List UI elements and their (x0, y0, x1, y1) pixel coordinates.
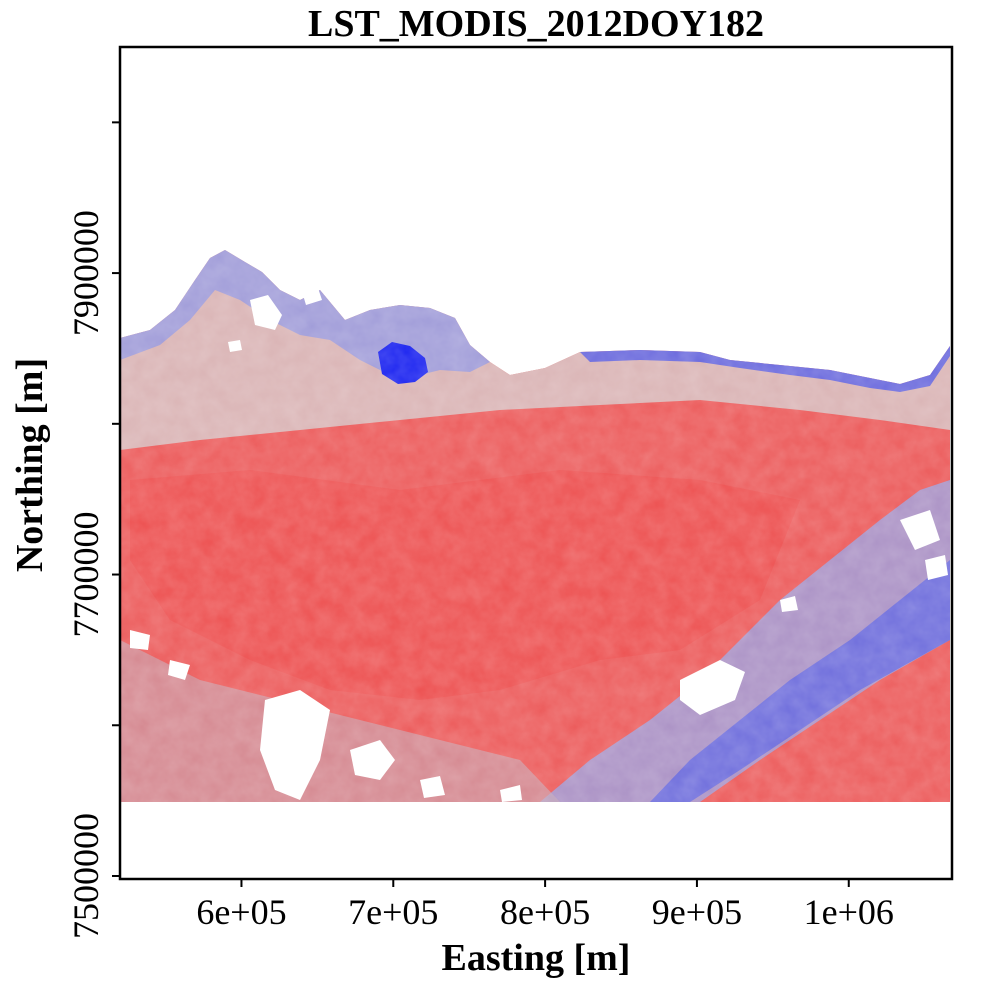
y-tick-label: 7500000 (66, 813, 106, 939)
y-axis-label: Northing [m] (8, 358, 52, 572)
x-tick-label: 1e+06 (804, 892, 894, 932)
y-tick-label: 7700000 (66, 512, 106, 638)
lst-raster-layer (120, 250, 950, 802)
x-axis-label: Easting [m] (120, 936, 952, 980)
y-axis: 7500000 7700000 7900000 (66, 122, 120, 939)
x-tick-label: 8e+05 (500, 892, 590, 932)
y-tick-label: 7900000 (66, 210, 106, 336)
raster-texture (120, 250, 950, 802)
x-tick-label: 7e+05 (348, 892, 438, 932)
x-tick-label: 9e+05 (652, 892, 742, 932)
x-axis: 6e+05 7e+05 8e+05 9e+05 1e+06 (196, 879, 894, 932)
x-tick-label: 6e+05 (196, 892, 286, 932)
